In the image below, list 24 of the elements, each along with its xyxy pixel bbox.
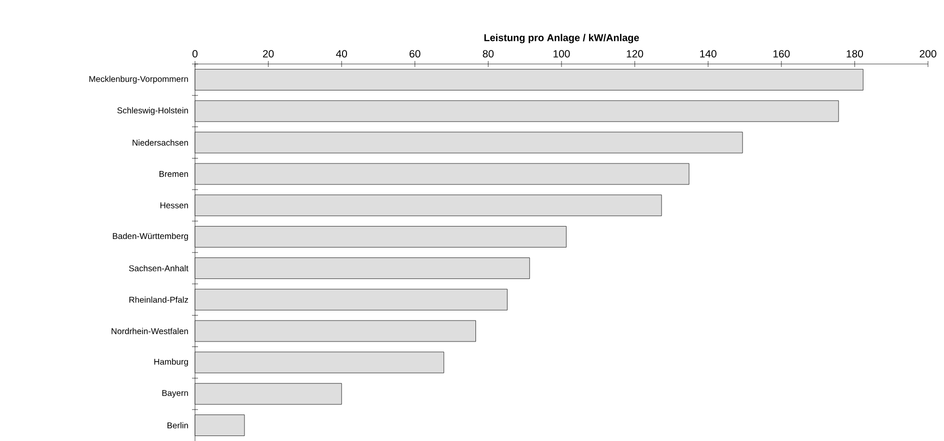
y-tick-label: Bayern [162, 390, 188, 398]
x-tick-label: 100 [554, 50, 570, 58]
y-tick-label: Baden-Württemberg [112, 232, 188, 241]
y-tick-label: Rheinland-Pfalz [129, 296, 188, 303]
x-tick-label: 200 [920, 50, 936, 58]
x-tick-label: 40 [336, 50, 348, 58]
y-tick-label: Sachsen-Anhalt [129, 264, 188, 272]
y-tick-label: Hamburg [154, 358, 188, 366]
y-tick-label: Berlin [168, 422, 188, 428]
x-tick-label: 120 [626, 50, 644, 58]
y-tick-label: Nordrhein-Westfalen [112, 328, 188, 334]
x-tick-label: 80 [482, 50, 494, 58]
y-tick-label: Bremen [160, 170, 188, 177]
x-tick-label: 160 [773, 50, 790, 58]
y-tick-label: Mecklenburg-Vorpommern [89, 76, 188, 84]
x-axis-title: Leistung pro Anlage / kW/Anlage [484, 34, 639, 44]
x-tick-label: 20 [263, 50, 274, 58]
y-tick-label: Schleswig-Holstein [117, 107, 188, 115]
y-tick-label: Niedersachsen [132, 139, 188, 146]
x-tick-label: 180 [846, 50, 864, 58]
y-tick-label: Hessen [160, 202, 188, 208]
x-tick-label: 0 [192, 50, 198, 58]
x-tick-label: 140 [700, 50, 716, 58]
x-tick-label: 60 [410, 50, 420, 58]
